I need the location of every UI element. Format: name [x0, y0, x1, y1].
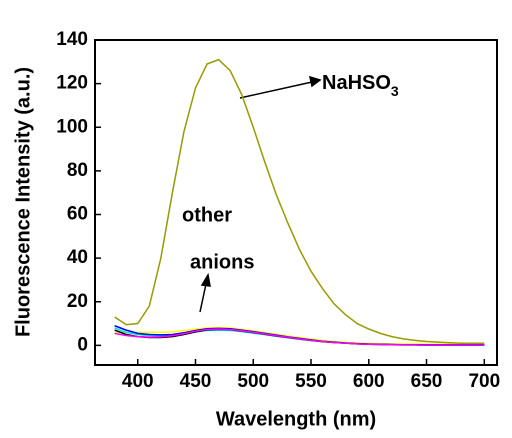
y-tick-label: 120	[56, 73, 88, 94]
y-tick-label: 40	[67, 247, 88, 268]
arrowhead	[308, 75, 322, 88]
x-tick-label: 450	[180, 371, 212, 392]
x-tick-label: 700	[468, 371, 500, 392]
y-tick-label: 0	[77, 334, 88, 355]
arrow	[239, 81, 313, 99]
annotation-text: NaHSO	[322, 72, 391, 94]
annotation-subscript: 3	[391, 83, 399, 99]
y-tick-label: 140	[56, 29, 88, 50]
y-tick-label: 60	[67, 204, 88, 225]
y-tick-label: 80	[67, 160, 88, 181]
x-tick-label: 550	[295, 371, 327, 392]
y-tick-label: 100	[56, 116, 88, 137]
annotation: anions	[190, 251, 254, 273]
plot-area	[114, 58, 485, 346]
arrows	[199, 75, 322, 313]
series-line	[114, 328, 485, 346]
annotation: NaHSO3	[322, 72, 399, 98]
arrowhead	[200, 272, 211, 287]
annotation: other	[182, 204, 232, 226]
arrow	[199, 283, 207, 313]
series-line	[114, 58, 485, 344]
y-tick-label: 20	[67, 291, 88, 312]
x-tick-label: 400	[122, 371, 154, 392]
plot-frame	[94, 39, 498, 366]
x-tick-label: 650	[411, 371, 443, 392]
x-tick-label: 600	[353, 371, 385, 392]
x-tick-label: 500	[237, 371, 269, 392]
x-axis-title: Wavelength (nm)	[216, 408, 376, 430]
y-axis-title: Fluorescence Intensity (a.u.)	[12, 67, 34, 337]
